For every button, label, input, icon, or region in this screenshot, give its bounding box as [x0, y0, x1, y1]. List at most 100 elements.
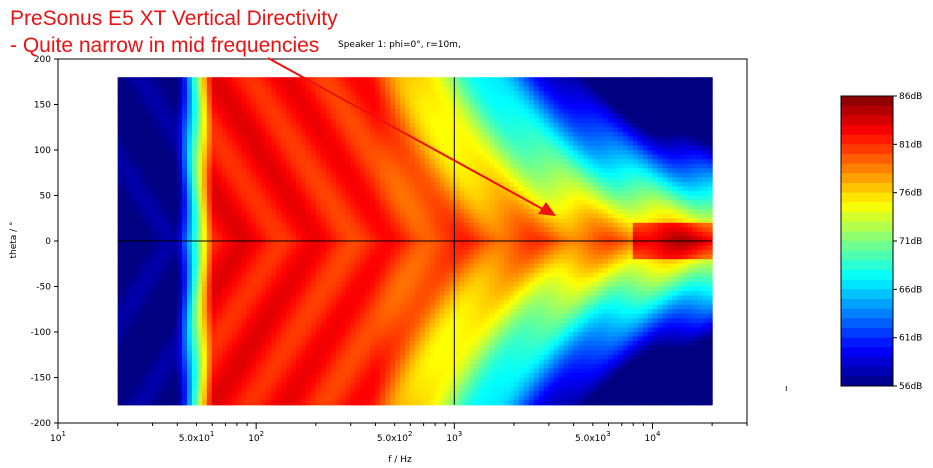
heatmap-cell: [271, 200, 277, 206]
heatmap-cell: [444, 77, 451, 83]
heatmap-cell: [172, 236, 178, 242]
heatmap-cell: [251, 159, 257, 165]
heatmap-cell: [201, 372, 208, 379]
heatmap-cell: [395, 209, 401, 215]
heatmap-cell: [434, 304, 441, 310]
heatmap-cell: [385, 127, 391, 133]
heatmap-cell: [246, 286, 252, 292]
heatmap-cell: [122, 272, 129, 278]
heatmap-cell: [380, 227, 386, 233]
heatmap-cell: [385, 131, 391, 137]
heatmap-cell: [122, 140, 129, 147]
heatmap-cell: [196, 400, 203, 406]
heatmap-cell: [419, 231, 426, 238]
heatmap-cell: [395, 268, 401, 274]
heatmap-cell: [231, 77, 238, 83]
heatmap-cell: [286, 104, 292, 110]
heatmap-cell: [157, 200, 163, 206]
heatmap-cell: [295, 391, 302, 397]
heatmap-cell: [444, 113, 451, 119]
heatmap-cell: [419, 204, 426, 210]
heatmap-cell: [167, 386, 173, 392]
heatmap-cell: [400, 145, 406, 151]
heatmap-cell: [390, 318, 396, 324]
heatmap-cell: [122, 209, 129, 215]
heatmap-cell: [295, 213, 302, 219]
heatmap-cell: [454, 359, 461, 365]
heatmap-cell: [340, 222, 347, 228]
heatmap-cell: [261, 322, 267, 329]
heatmap-cell: [365, 209, 371, 215]
heatmap-cell: [370, 345, 376, 351]
heatmap-cell: [395, 86, 401, 92]
heatmap-cell: [182, 395, 188, 401]
heatmap-cell: [162, 122, 168, 128]
heatmap-cell: [137, 150, 144, 156]
heatmap-cell: [246, 382, 252, 388]
heatmap-cell: [162, 291, 168, 297]
heatmap-cell: [221, 104, 228, 110]
heatmap-cell: [226, 168, 233, 174]
heatmap-cell: [271, 327, 277, 333]
heatmap-cell: [286, 386, 292, 392]
heatmap-cell: [395, 109, 401, 115]
heatmap-cell: [350, 263, 357, 269]
heatmap-cell: [340, 236, 347, 242]
heatmap-cell: [291, 286, 297, 292]
heatmap-cell: [325, 382, 332, 388]
heatmap-cell: [182, 386, 188, 392]
heatmap-cell: [305, 372, 312, 379]
heatmap-cell: [206, 140, 213, 147]
heatmap-cell: [251, 309, 257, 315]
heatmap-cell: [380, 291, 386, 297]
heatmap-cell: [409, 254, 416, 260]
heatmap-cell: [404, 177, 411, 183]
heatmap-cell: [226, 145, 233, 151]
heatmap-cell: [226, 382, 233, 388]
heatmap-cell: [335, 231, 342, 238]
heatmap-cell: [370, 336, 376, 342]
heatmap-cell: [226, 272, 233, 278]
heatmap-cell: [345, 313, 352, 319]
heatmap-cell: [454, 286, 461, 292]
heatmap-cell: [246, 263, 252, 269]
heatmap-cell: [152, 90, 158, 96]
heatmap-cell: [330, 150, 337, 156]
heatmap-cell: [276, 77, 282, 83]
heatmap-cell: [409, 127, 416, 133]
heatmap-cell: [320, 309, 327, 315]
heatmap-cell: [246, 281, 252, 288]
heatmap-cell: [350, 99, 357, 106]
heatmap-cell: [241, 359, 248, 365]
heatmap-cell: [385, 113, 391, 119]
heatmap-cell: [251, 140, 257, 147]
heatmap-cell: [147, 277, 153, 283]
heatmap-cell: [196, 177, 203, 183]
heatmap-cell: [256, 81, 262, 87]
heatmap-cell: [191, 263, 198, 269]
heatmap-cell: [206, 263, 213, 269]
heatmap-cell: [276, 318, 282, 324]
heatmap-cell: [449, 140, 456, 147]
heatmap-cell: [177, 309, 183, 315]
heatmap-cell: [251, 222, 257, 228]
heatmap-cell: [424, 136, 431, 142]
heatmap-cell: [196, 372, 203, 379]
heatmap-cell: [261, 341, 267, 347]
heatmap-cell: [147, 140, 153, 147]
heatmap-cell: [325, 140, 332, 147]
heatmap-cell: [310, 140, 317, 147]
heatmap-cell: [434, 363, 441, 369]
heatmap-cell: [152, 95, 158, 101]
heatmap-cell: [271, 236, 277, 242]
heatmap-cell: [231, 363, 238, 369]
heatmap-cell: [345, 140, 352, 147]
heatmap-cell: [340, 359, 347, 365]
heatmap-cell: [295, 254, 302, 260]
heatmap-cell: [305, 241, 312, 247]
heatmap-cell: [132, 254, 139, 260]
heatmap-cell: [385, 218, 391, 224]
heatmap-cell: [300, 159, 307, 165]
heatmap-cell: [325, 268, 332, 274]
heatmap-cell: [127, 104, 134, 110]
